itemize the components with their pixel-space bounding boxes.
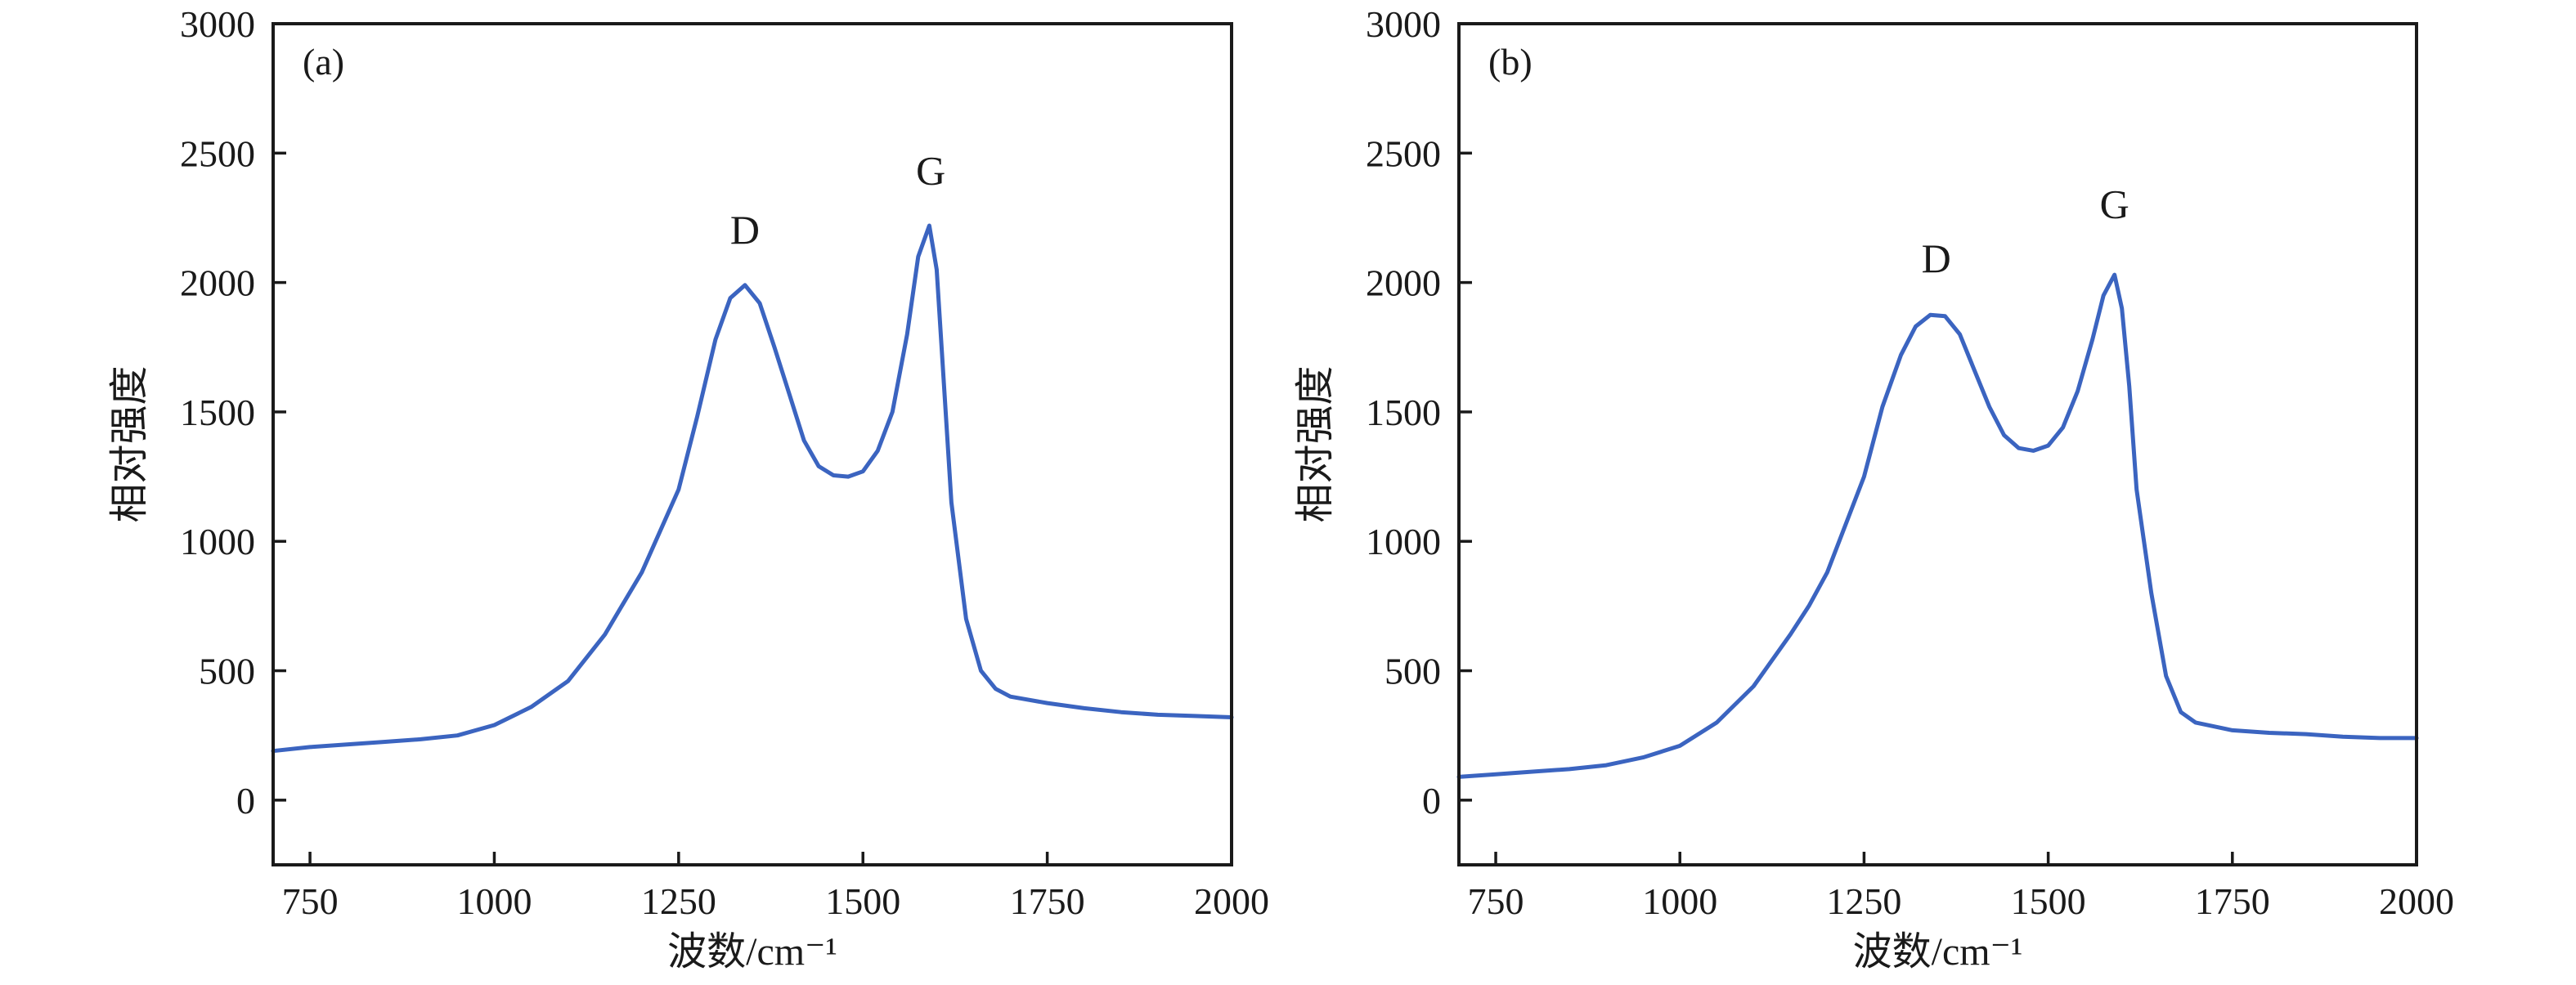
x-tick-label: 750 (1468, 880, 1524, 922)
y-tick-label: 3000 (180, 3, 255, 45)
y-axis-title: 相对强度 (1294, 365, 1337, 522)
y-tick-label: 0 (236, 780, 255, 822)
x-tick-label: 1250 (641, 880, 716, 922)
x-axis-title: 波数/cm⁻¹ (1853, 930, 2023, 974)
y-tick-label: 1000 (180, 521, 255, 562)
panel-label: (b) (1488, 41, 1533, 83)
y-tick-label: 1500 (1366, 392, 1441, 433)
y-tick-label: 1000 (1366, 521, 1441, 562)
x-tick-label: 1000 (1642, 880, 1717, 922)
series-line-0-0 (271, 223, 1234, 754)
plot-frame (272, 22, 1233, 866)
y-tick-label: 3000 (1366, 3, 1441, 45)
x-tick-label: 1500 (2011, 880, 2086, 922)
y-tick-label: 2000 (180, 262, 255, 304)
y-tick-label: 2500 (1366, 132, 1441, 174)
peak-label-D: D (1922, 235, 1951, 281)
peak-label-G: G (2100, 181, 2129, 226)
x-axis-title: 波数/cm⁻¹ (667, 930, 837, 974)
y-tick-label: 2000 (1366, 262, 1441, 304)
chart-panel-1: 750 1000 1250 1500 1750 2000 0 500 1000 1500 2000 2… (1294, 3, 2454, 974)
x-tick-label: 1000 (456, 880, 532, 922)
peak-label-D: D (730, 207, 760, 253)
x-tick-label: 1250 (1826, 880, 1901, 922)
x-tick-label: 2000 (1194, 880, 1269, 922)
y-tick-label: 2500 (180, 132, 255, 174)
x-tick-label: 1750 (2195, 880, 2270, 922)
y-tick-label: 500 (1384, 651, 1441, 692)
y-tick-label: 1500 (180, 392, 255, 433)
y-axis-title: 相对强度 (108, 365, 151, 522)
peak-label-G: G (916, 147, 945, 193)
x-tick-label: 1750 (1010, 880, 1085, 922)
panel-label: (a) (303, 41, 344, 83)
series-line-1-0 (1456, 272, 2419, 779)
y-tick-label: 500 (199, 651, 255, 692)
x-tick-label: 750 (282, 880, 339, 922)
x-tick-label: 1500 (825, 880, 900, 922)
y-tick-label: 0 (1422, 780, 1441, 822)
plot-frame (1457, 22, 2418, 866)
chart-panel-0: 750 1000 1250 1500 1750 2000 0 500 1000 1500 2000 2… (108, 3, 1269, 974)
x-tick-label: 2000 (2379, 880, 2454, 922)
